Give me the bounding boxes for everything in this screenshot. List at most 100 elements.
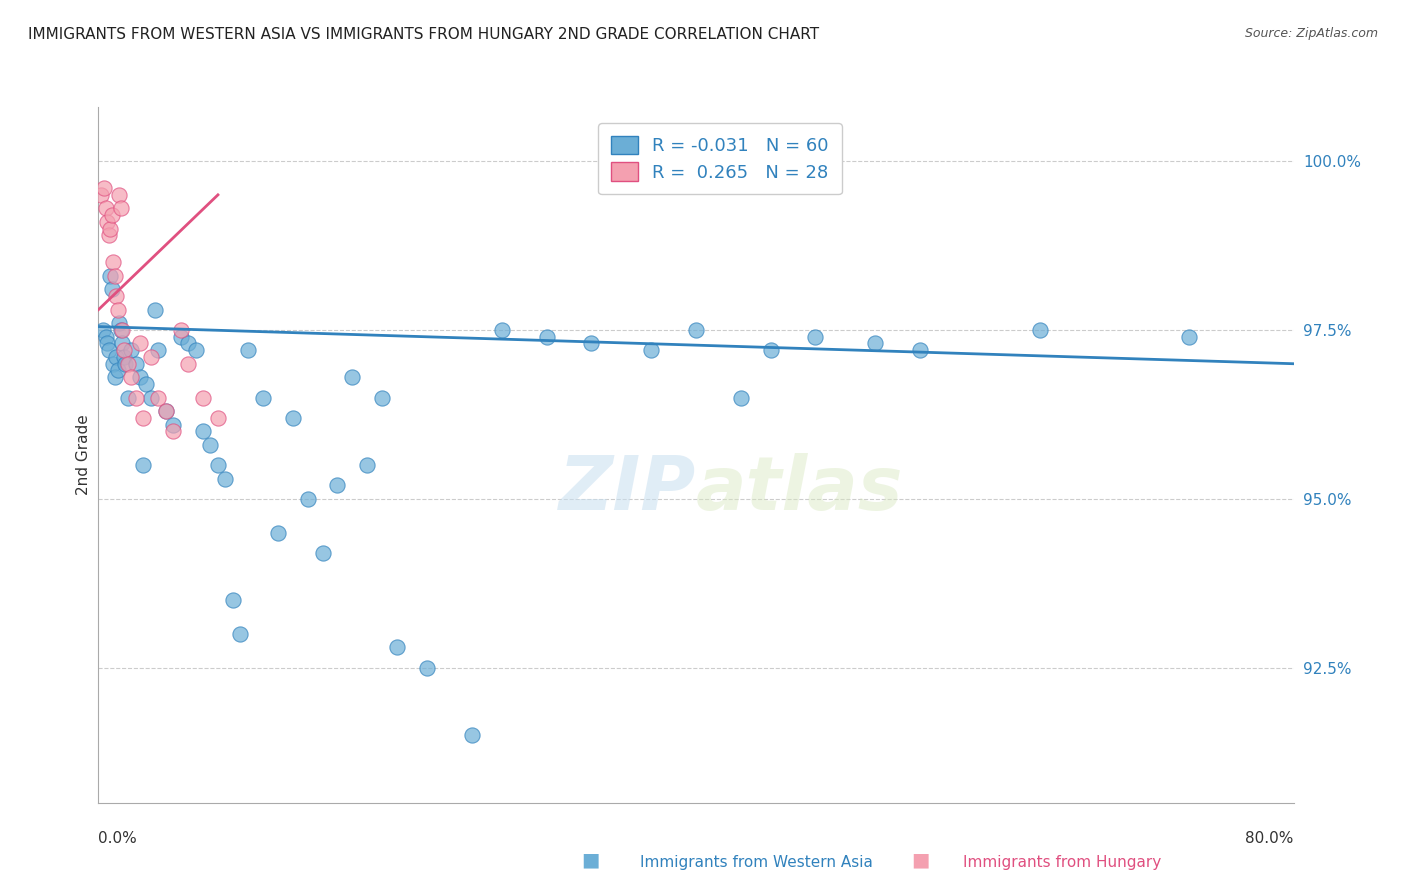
Point — [200, 438, 222, 452]
Point — [461, 728, 484, 742]
Point — [103, 255, 125, 269]
Point — [110, 202, 132, 216]
Point — [143, 302, 166, 317]
Legend: R = -0.031   N = 60, R =  0.265   N = 28: R = -0.031 N = 60, R = 0.265 N = 28 — [598, 123, 842, 194]
Point — [94, 202, 117, 216]
Point — [236, 343, 259, 358]
Point — [281, 410, 304, 425]
Point — [101, 208, 124, 222]
Point — [132, 458, 155, 472]
Point — [326, 478, 349, 492]
Point — [155, 404, 177, 418]
Point — [804, 329, 827, 343]
Text: ZIP: ZIP — [558, 453, 696, 526]
Point — [114, 357, 136, 371]
Point — [132, 410, 155, 425]
Point — [91, 323, 114, 337]
Point — [162, 424, 184, 438]
Point — [148, 343, 170, 358]
Text: IMMIGRANTS FROM WESTERN ASIA VS IMMIGRANTS FROM HUNGARY 2ND GRADE CORRELATION CH: IMMIGRANTS FROM WESTERN ASIA VS IMMIGRAN… — [28, 27, 820, 42]
Point — [107, 363, 129, 377]
Point — [267, 525, 290, 540]
Point — [177, 357, 200, 371]
Point — [120, 370, 142, 384]
Point — [90, 187, 112, 202]
Text: Immigrants from Hungary: Immigrants from Hungary — [963, 855, 1161, 870]
Point — [139, 391, 162, 405]
Point — [110, 323, 132, 337]
Point — [1178, 329, 1201, 343]
Point — [111, 323, 134, 337]
Point — [207, 458, 229, 472]
Point — [135, 376, 157, 391]
Point — [169, 329, 191, 343]
Text: 0.0%: 0.0% — [98, 830, 138, 846]
Text: Immigrants from Western Asia: Immigrants from Western Asia — [640, 855, 873, 870]
Point — [356, 458, 378, 472]
Point — [385, 640, 409, 655]
Point — [117, 357, 139, 371]
Point — [98, 268, 122, 283]
Point — [169, 323, 191, 337]
Y-axis label: 2nd Grade: 2nd Grade — [76, 415, 91, 495]
Text: atlas: atlas — [696, 453, 904, 526]
Point — [98, 221, 122, 235]
Point — [101, 282, 124, 296]
Point — [229, 627, 252, 641]
Point — [129, 370, 152, 384]
Point — [120, 343, 142, 358]
Point — [97, 343, 120, 358]
Point — [129, 336, 152, 351]
Point — [342, 370, 364, 384]
Point — [640, 343, 662, 358]
Point — [184, 343, 207, 358]
Point — [685, 323, 707, 337]
Point — [162, 417, 184, 432]
Point — [112, 350, 135, 364]
Point — [222, 593, 245, 607]
Text: 80.0%: 80.0% — [1246, 830, 1294, 846]
Point — [104, 268, 127, 283]
Point — [105, 350, 128, 364]
Point — [177, 336, 200, 351]
Point — [107, 302, 129, 317]
Point — [155, 404, 177, 418]
Point — [103, 357, 125, 371]
Point — [581, 336, 603, 351]
Point — [214, 472, 236, 486]
Point — [1028, 323, 1050, 337]
Point — [371, 391, 394, 405]
Point — [139, 350, 162, 364]
Point — [297, 491, 319, 506]
Text: ■: ■ — [581, 851, 600, 870]
Point — [865, 336, 887, 351]
Point — [491, 323, 513, 337]
Point — [112, 343, 135, 358]
Point — [311, 546, 333, 560]
Point — [111, 336, 134, 351]
Point — [416, 661, 439, 675]
Point — [94, 329, 117, 343]
Point — [97, 228, 120, 243]
Point — [108, 316, 131, 330]
Point — [104, 370, 127, 384]
Point — [96, 215, 118, 229]
Point — [252, 391, 274, 405]
Point — [207, 410, 229, 425]
Point — [125, 391, 148, 405]
Point — [148, 391, 170, 405]
Point — [117, 391, 139, 405]
Text: ■: ■ — [911, 851, 931, 870]
Point — [125, 357, 148, 371]
Point — [93, 181, 115, 195]
Point — [730, 391, 752, 405]
Point — [108, 187, 131, 202]
Point — [191, 391, 214, 405]
Text: Source: ZipAtlas.com: Source: ZipAtlas.com — [1244, 27, 1378, 40]
Point — [191, 424, 214, 438]
Point — [105, 289, 128, 303]
Point — [908, 343, 931, 358]
Point — [96, 336, 118, 351]
Point — [759, 343, 782, 358]
Point — [536, 329, 558, 343]
